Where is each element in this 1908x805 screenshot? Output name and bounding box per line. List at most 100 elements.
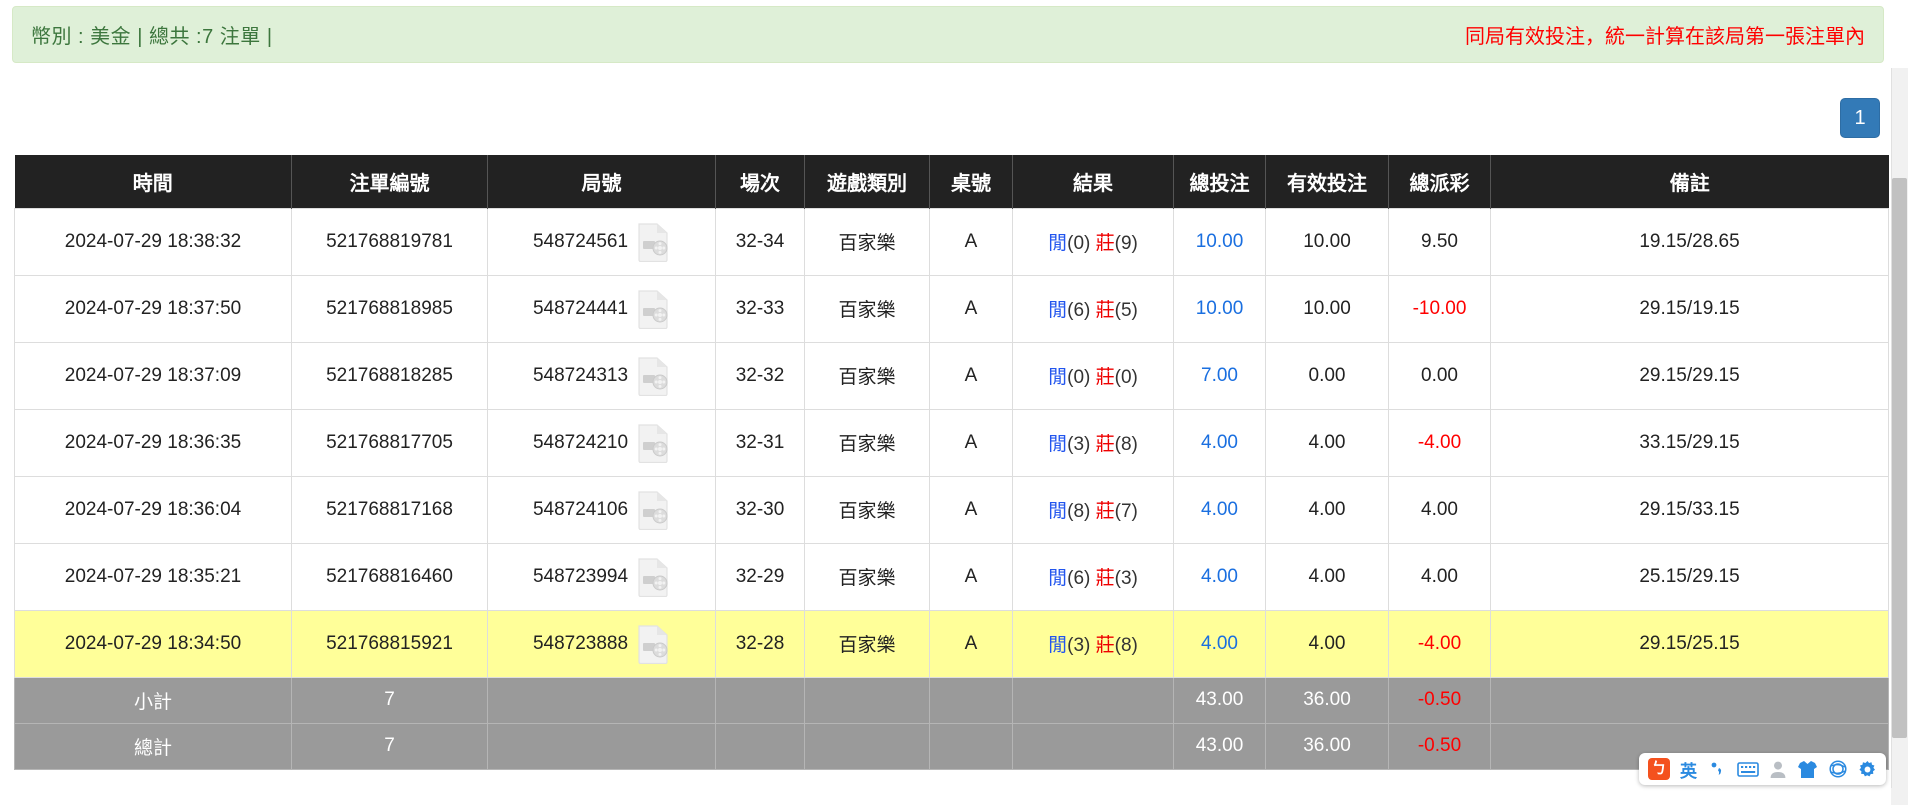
cell-game-type: 百家樂 [804, 542, 930, 611]
summary-payout: -0.50 [1388, 722, 1491, 770]
cell-bet-id: 521768818985 [291, 274, 488, 343]
cell-table-no: A [929, 207, 1013, 276]
col-header-shoe[interactable]: 場次 [715, 155, 805, 208]
cell-table-no: A [929, 542, 1013, 611]
video-replay-icon[interactable] [636, 222, 670, 262]
player-score: (6) [1067, 568, 1091, 589]
cell-shoe: 32-28 [715, 609, 805, 678]
cell-round-no: 548724441 [487, 274, 716, 343]
summary-total-bet: 43.00 [1173, 676, 1266, 724]
summary-label: 總計 [14, 722, 292, 770]
table-header-row: 時間 注單編號 局號 場次 遊戲類別 桌號 結果 總投注 有效投注 總派彩 備註 [14, 155, 1889, 208]
banker-score: (5) [1114, 300, 1138, 321]
cell-round-no: 548724106 [487, 475, 716, 544]
cell-round-no: 548724561 [487, 207, 716, 276]
table-row[interactable]: 2024-07-29 18:38:32 521768819781 548724561… [14, 207, 1889, 276]
table-row[interactable]: 2024-07-29 18:36:04 521768817168 548724106… [14, 475, 1889, 544]
skin-icon[interactable] [1797, 757, 1818, 781]
col-header-table-no[interactable]: 桌號 [929, 155, 1013, 208]
ai-icon[interactable] [1828, 757, 1848, 781]
settings-icon[interactable] [1858, 757, 1877, 781]
cell-total-bet: 10.00 [1173, 207, 1266, 276]
cell-valid-bet: 4.00 [1265, 609, 1389, 678]
cell-bet-id: 521768818285 [291, 341, 488, 410]
summary-valid-bet: 36.00 [1265, 676, 1389, 724]
summary-round-no [487, 676, 716, 724]
banker-label: 莊 [1095, 635, 1115, 656]
cell-valid-bet: 10.00 [1265, 207, 1389, 276]
player-score: (8) [1067, 501, 1091, 522]
english-mode-icon[interactable]: 英 [1680, 761, 1697, 781]
cell-round-no: 548723888 [487, 609, 716, 678]
cell-result: 閒(8) 莊(7) [1012, 475, 1174, 544]
video-replay-icon[interactable] [636, 423, 670, 463]
summary-valid-bet: 36.00 [1265, 722, 1389, 770]
video-replay-icon[interactable] [636, 557, 670, 597]
cell-shoe: 32-31 [715, 408, 805, 477]
col-header-valid-bet[interactable]: 有效投注 [1265, 155, 1389, 208]
player-label: 閒 [1048, 233, 1068, 254]
cell-result: 閒(6) 莊(5) [1012, 274, 1174, 343]
table-body: 2024-07-29 18:38:32 521768819781 548724561… [14, 207, 1889, 770]
cell-payout: 4.00 [1388, 542, 1491, 611]
video-replay-icon[interactable] [636, 356, 670, 396]
col-header-time[interactable]: 時間 [14, 155, 292, 208]
round-no-label: 548723994 [532, 565, 629, 587]
col-header-bet-id[interactable]: 注單編號 [291, 155, 488, 208]
banker-score: (7) [1114, 501, 1138, 522]
player-label: 閒 [1048, 367, 1068, 388]
sogou-logo-glyph: ㄅ [1648, 758, 1670, 780]
cell-bet-id: 521768816460 [291, 542, 488, 611]
currency-summary-text: 幣別 : 美金 | 總共 :7 注單 | [31, 26, 273, 48]
table-row[interactable]: 2024-07-29 18:34:50 521768815921 548723888… [14, 609, 1889, 678]
table-row[interactable]: 2024-07-29 18:36:35 521768817705 548724210… [14, 408, 1889, 477]
pagination-page-1-button[interactable]: 1 [1840, 98, 1880, 138]
vertical-scrollbar-track[interactable] [1891, 68, 1908, 805]
summary-game-type [804, 722, 930, 770]
cell-table-no: A [929, 408, 1013, 477]
cell-time: 2024-07-29 18:35:21 [14, 542, 292, 611]
cell-remark: 25.15/29.15 [1490, 542, 1889, 611]
cell-payout: -4.00 [1388, 408, 1491, 477]
banker-label: 莊 [1095, 367, 1115, 388]
banker-score: (0) [1114, 367, 1138, 388]
video-replay-icon[interactable] [636, 490, 670, 530]
col-header-game-type[interactable]: 遊戲類別 [804, 155, 930, 208]
cell-remark: 29.15/25.15 [1490, 609, 1889, 678]
col-header-round-no[interactable]: 局號 [487, 155, 716, 208]
video-replay-icon[interactable] [636, 289, 670, 329]
player-label: 閒 [1048, 434, 1068, 455]
punctuation-icon[interactable] [1707, 757, 1727, 781]
banker-label: 莊 [1095, 568, 1115, 589]
summary-count: 7 [291, 722, 488, 770]
cell-bet-id: 521768819781 [291, 207, 488, 276]
bet-records-table: 時間 注單編號 局號 場次 遊戲類別 桌號 結果 總投注 有效投注 總派彩 備註… [14, 155, 1889, 770]
user-icon[interactable] [1769, 757, 1787, 781]
cell-round-no: 548724210 [487, 408, 716, 477]
banker-score: (3) [1114, 568, 1138, 589]
vertical-scrollbar-thumb[interactable] [1892, 178, 1907, 738]
table-row[interactable]: 2024-07-29 18:37:50 521768818985 548724441… [14, 274, 1889, 343]
grandtotal-row: 總計 7 43.00 36.00 -0.50 [14, 722, 1889, 770]
bet-records-table-container: 時間 注單編號 局號 場次 遊戲類別 桌號 結果 總投注 有效投注 總派彩 備註… [14, 155, 1889, 770]
table-row[interactable]: 2024-07-29 18:35:21 521768816460 548723994… [14, 542, 1889, 611]
round-no-label: 548724561 [532, 230, 629, 252]
sogou-logo-icon[interactable]: ㄅ [1648, 757, 1670, 781]
col-header-total-bet[interactable]: 總投注 [1173, 155, 1266, 208]
cell-game-type: 百家樂 [804, 207, 930, 276]
summary-total-bet: 43.00 [1173, 722, 1266, 770]
col-header-remark[interactable]: 備註 [1490, 155, 1889, 208]
cell-game-type: 百家樂 [804, 274, 930, 343]
col-header-payout[interactable]: 總派彩 [1388, 155, 1491, 208]
table-row[interactable]: 2024-07-29 18:37:09 521768818285 548724313… [14, 341, 1889, 410]
player-score: (0) [1067, 233, 1091, 254]
cell-time: 2024-07-29 18:38:32 [14, 207, 292, 276]
keyboard-icon[interactable] [1737, 757, 1759, 781]
cell-game-type: 百家樂 [804, 408, 930, 477]
player-score: (6) [1067, 300, 1091, 321]
cell-game-type: 百家樂 [804, 475, 930, 544]
video-replay-icon[interactable] [636, 624, 670, 664]
summary-payout: -0.50 [1388, 676, 1491, 724]
player-label: 閒 [1048, 635, 1068, 656]
col-header-result[interactable]: 結果 [1012, 155, 1174, 208]
